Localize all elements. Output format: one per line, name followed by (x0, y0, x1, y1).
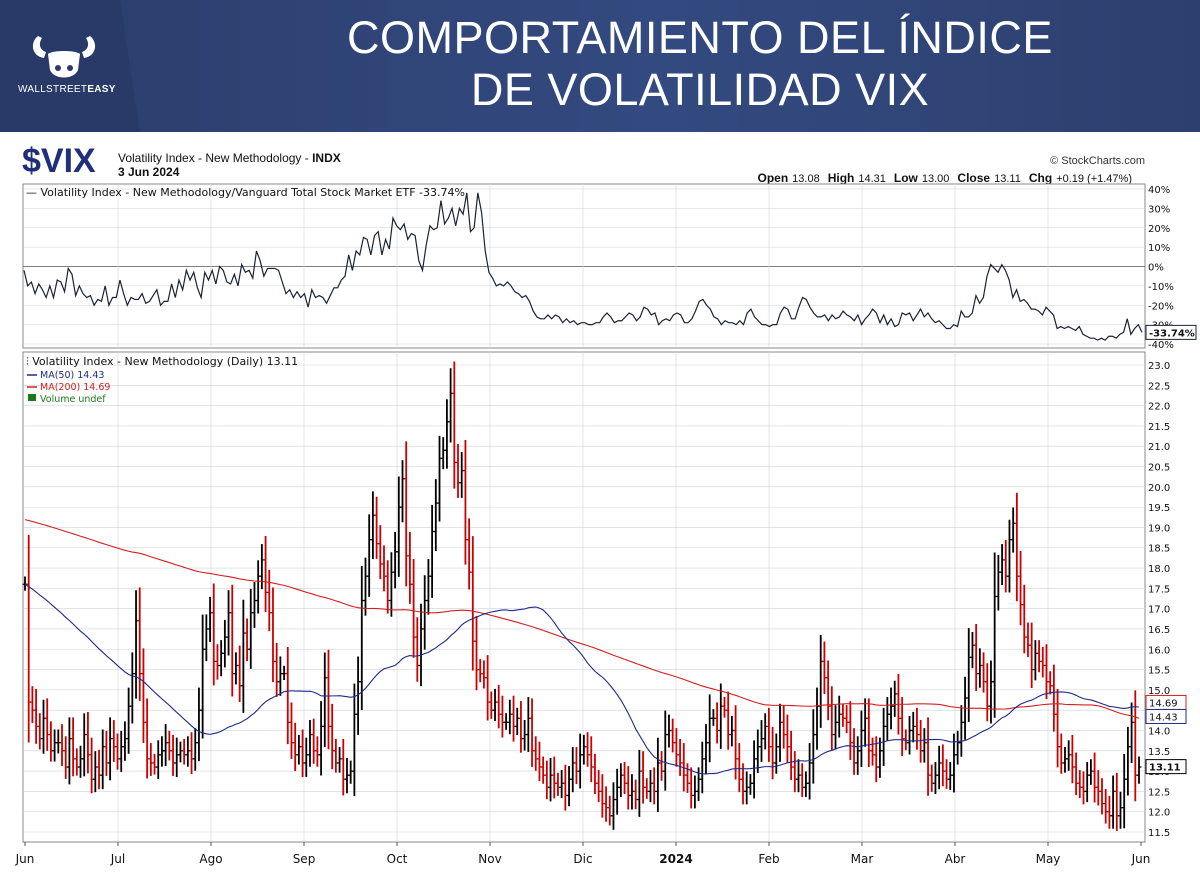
brand-bold: EASY (87, 84, 116, 95)
price-tick-label: 16.0 (1148, 645, 1170, 656)
price-tick-label: 20.5 (1148, 463, 1170, 474)
price-tick-label: 20.0 (1148, 483, 1170, 494)
title-line-2: DE VOLATILIDAD VIX (470, 64, 930, 115)
ma200-last-tag: 14.69 (1149, 698, 1178, 709)
ohlc-label-chg: Chg (1029, 171, 1052, 185)
x-tick-label: Oct (387, 852, 408, 866)
ratio-panel-frame (22, 183, 1146, 349)
ohlc-label-open: Open (757, 171, 788, 185)
ratio-tick-label: 30% (1148, 204, 1170, 215)
price-legend-title: ⫶ Volatility Index - New Methodology (Da… (26, 355, 298, 368)
ratio-last-box (1145, 324, 1197, 340)
x-tick-label: Feb (758, 852, 779, 866)
instrument-desc: Volatility Index - New Methodology - (118, 151, 312, 165)
ohlc-value-chg: +0.19 (+1.47%) (1056, 173, 1132, 185)
legend-label-1: MA(200) 14.69 (40, 382, 110, 393)
instrument-name: Volatility Index - New Methodology - IND… (118, 151, 341, 165)
brand-name: WALLSTREETEASY (18, 84, 116, 95)
price-tick-label: 22.0 (1148, 402, 1170, 413)
close-last-tag-box (1145, 759, 1187, 775)
ohlc-value-low: 13.00 (922, 173, 950, 185)
ohlc-value-open: 13.08 (792, 173, 820, 185)
price-tick-label: 22.5 (1148, 381, 1170, 392)
banner: WALLSTREETEASY COMPORTAMIENTO DEL ÍNDICE… (0, 0, 1200, 132)
ratio-tick-label: 20% (1148, 224, 1170, 235)
price-tick-label: 14.0 (1148, 726, 1170, 737)
close-last-tag: 13.11 (1149, 763, 1181, 774)
x-tick-label: Dic (573, 852, 592, 866)
price-tick-label: 11.5 (1148, 828, 1170, 839)
price-tick-label: 12.5 (1148, 787, 1170, 798)
price-tick-label: 16.5 (1148, 625, 1170, 636)
x-tick-label: Jul (110, 852, 125, 866)
price-tick-label: 21.5 (1148, 422, 1170, 433)
x-tick-label: Nov (478, 852, 501, 866)
x-tick-label: May (1036, 852, 1061, 866)
legend-label-0: MA(50) 14.43 (40, 370, 104, 381)
ratio-tick-label: -20% (1148, 301, 1174, 312)
ohlc-value-high: 14.31 (858, 173, 886, 185)
ratio-line (23, 192, 1143, 341)
price-tick-label: 17.5 (1148, 584, 1170, 595)
price-tick-label: 21.0 (1148, 442, 1170, 453)
ohlc-value-close: 13.11 (994, 173, 1021, 185)
x-tick-label: Jun (15, 852, 35, 866)
ratio-tick-label: -40% (1148, 340, 1174, 351)
banner-title: COMPORTAMIENTO DEL ÍNDICE DE VOLATILIDAD… (250, 12, 1150, 116)
price-tick-label: 13.5 (1148, 747, 1170, 758)
ohlc-label-low: Low (894, 171, 919, 185)
ratio-tick-label: -10% (1148, 282, 1174, 293)
ohlc-label-high: High (828, 171, 855, 185)
price-tick-label: 15.5 (1148, 666, 1170, 677)
brand-light: WALLSTREET (18, 84, 88, 95)
ratio-panel: 40%30%20%10%0%-10%-20%-30%-40%— Volatili… (22, 183, 1197, 351)
legend-label-2: Volume undef (40, 394, 106, 405)
legend-swatch-2 (28, 394, 36, 401)
price-tick-label: 23.0 (1148, 361, 1170, 372)
x-tick-label: Sep (293, 852, 316, 866)
price-panel: 23.0 22.5 22.0 21.5 21.0 20.5 20.0 19.5 19.0 18.5… (22, 351, 1187, 843)
x-tick-label: Mar (851, 852, 874, 866)
ma50-line (24, 583, 1140, 775)
price-tick-label: 18.5 (1148, 544, 1170, 555)
ma50-last-tag-box (1145, 708, 1187, 724)
credit: © StockCharts.com (1050, 155, 1145, 167)
price-tick-label: 17.0 (1148, 605, 1170, 616)
x-tick-label: Abr (945, 852, 966, 866)
ratio-tick-label: 40% (1148, 185, 1170, 196)
quote-date: 3 Jun 2024 (118, 165, 180, 179)
ratio-tick-label: 0% (1148, 263, 1164, 274)
x-tick-label: Jun (1131, 852, 1151, 866)
ma50-last-tag: 14.43 (1149, 712, 1178, 723)
title-line-1: COMPORTAMIENTO DEL ÍNDICE (347, 12, 1053, 63)
ohlc-text: Open 13.08 High 14.31 Low 13.00 Close 13.11 Chg +… (757, 171, 1132, 185)
price-tick-label: 19.5 (1148, 503, 1170, 514)
exchange: INDX (312, 151, 341, 165)
price-tick-label: 18.0 (1148, 564, 1170, 575)
chart-area: $VIX Volatility Index - New Methodology … (0, 132, 1200, 873)
price-tick-label: 15.0 (1148, 686, 1170, 697)
price-tick-label: 12.0 (1148, 808, 1170, 819)
ma200-line (24, 519, 1140, 719)
ratio-tick-label: 10% (1148, 243, 1170, 254)
ohlc-label-close: Close (957, 171, 990, 185)
price-tick-label: 19.0 (1148, 523, 1170, 534)
x-tick-label: Ago (199, 852, 222, 866)
x-tick-label: 2024 (659, 852, 692, 866)
symbol: $VIX (22, 142, 96, 180)
x-axis: Jun Jul Ago Sep Oct Nov Dic 2024 Feb Mar Abr May Jun (15, 842, 1151, 866)
ratio-last-label: -33.74% (1149, 328, 1195, 339)
ohlc-readout: Open 13.08 High 14.31 Low 13.00 Close 13.11 Chg +… (757, 171, 1132, 185)
ratio-legend: — Volatility Index - New Methodology/Van… (26, 186, 465, 199)
logo (0, 0, 140, 132)
bull-logo-icon (32, 36, 96, 78)
